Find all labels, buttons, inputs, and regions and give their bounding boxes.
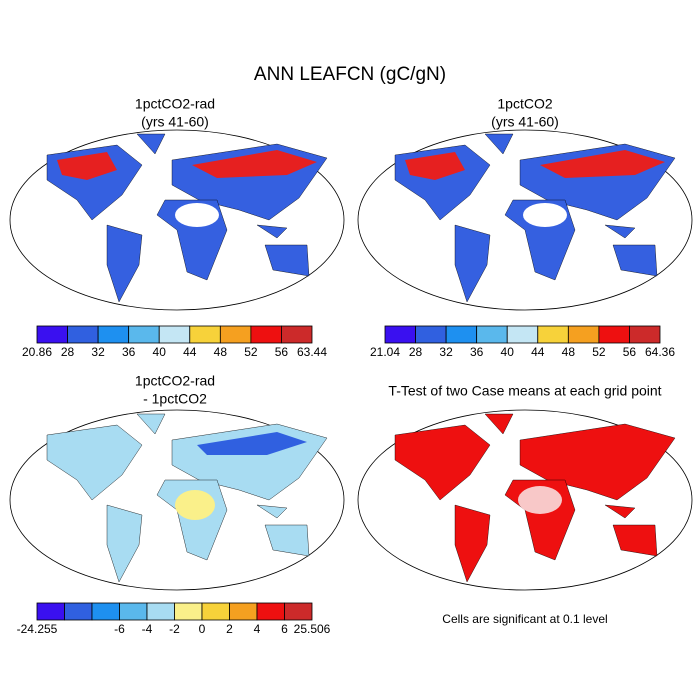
colorbar-box — [174, 602, 203, 621]
colorbar-label: 40 — [501, 345, 515, 359]
colorbar-box — [119, 602, 148, 621]
colorbar-box — [67, 325, 99, 344]
colorbar-label: 4 — [254, 622, 261, 636]
colorbar-box — [629, 325, 661, 344]
panel-title: 1pctCO2 — [497, 96, 552, 112]
colorbar-label: 36 — [470, 345, 484, 359]
colorbar-box — [415, 325, 447, 344]
panel-title: 1pctCO2-rad — [135, 96, 215, 112]
colorbar-box — [36, 602, 65, 621]
colorbar-box — [229, 602, 258, 621]
colorbar-box — [598, 325, 630, 344]
colorbar-label: 25.506 — [294, 622, 331, 636]
panel-title: - 1pctCO2 — [143, 391, 207, 407]
colorbar-label: 56 — [623, 345, 637, 359]
map-panel-1 — [9, 129, 345, 311]
colorbar-box — [567, 325, 600, 344]
colorbar-box — [189, 325, 221, 344]
figure-title: ANN LEAFCN (gC/gN) — [254, 64, 446, 85]
map-panel-3 — [9, 409, 345, 591]
colorbar-label: -4 — [142, 622, 153, 636]
colorbar-label: 44 — [531, 345, 545, 359]
colorbar-box — [250, 325, 282, 344]
colorbar-label: 21.04 — [370, 345, 400, 359]
colorbar-box — [146, 602, 175, 621]
colorbar-box — [219, 325, 252, 344]
colorbar-box — [128, 325, 160, 344]
colorbar-box — [36, 325, 68, 344]
colorbar-box — [256, 602, 285, 621]
colorbar-label: 36 — [122, 345, 136, 359]
colorbar-label: -6 — [114, 622, 125, 636]
colorbar-label: 56 — [275, 345, 289, 359]
colorbar-label: 6 — [281, 622, 288, 636]
colorbar-label: 52 — [592, 345, 606, 359]
colorbar-label: 63.44 — [297, 345, 327, 359]
colorbar-box — [284, 602, 313, 621]
significance-note: Cells are significant at 0.1 level — [442, 612, 607, 626]
colorbar-label: 28 — [409, 345, 423, 359]
colorbar-box — [158, 325, 191, 344]
map-panel-2 — [357, 129, 693, 311]
colorbar-box — [445, 325, 478, 344]
panel-title: T-Test of two Case means at each grid po… — [388, 383, 661, 399]
colorbar-box — [281, 325, 313, 344]
colorbar-label: -24.255 — [17, 622, 58, 636]
colorbar-label: 20.86 — [22, 345, 52, 359]
colorbar-label: 28 — [61, 345, 75, 359]
colorbar-box — [64, 602, 93, 621]
colorbar-label: 64.36 — [645, 345, 675, 359]
colorbar-label: 44 — [183, 345, 197, 359]
panel-title: (yrs 41-60) — [491, 114, 559, 130]
colorbar-box — [476, 325, 508, 344]
panel-title: (yrs 41-60) — [141, 114, 209, 130]
colorbar-box — [537, 325, 569, 344]
colorbar-label: 40 — [153, 345, 167, 359]
colorbar-box — [506, 325, 539, 344]
colorbar-box — [384, 325, 416, 344]
colorbar-box — [91, 602, 120, 621]
colorbar-label: 32 — [439, 345, 453, 359]
colorbar-label: 2 — [226, 622, 233, 636]
colorbar-label: 32 — [91, 345, 105, 359]
panel-title: 1pctCO2-rad — [135, 373, 215, 389]
colorbar-label: -2 — [169, 622, 180, 636]
colorbar-label: 48 — [214, 345, 228, 359]
colorbar-box — [97, 325, 130, 344]
map-panel-4 — [357, 409, 693, 591]
colorbar-box — [201, 602, 230, 621]
colorbar-label: 48 — [562, 345, 576, 359]
colorbar-label: 52 — [244, 345, 258, 359]
colorbar-label: 0 — [199, 622, 206, 636]
